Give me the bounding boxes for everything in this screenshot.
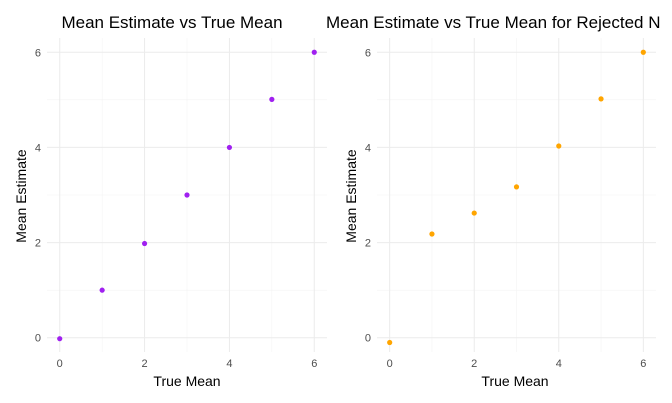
left-chart-x-axis-title: True Mean <box>153 373 220 389</box>
right-chart-data-point <box>471 210 477 216</box>
right-chart-y-tick-label: 0 <box>365 333 371 345</box>
right-chart-data-point <box>387 339 393 346</box>
right-chart-x-tick-label: 0 <box>387 358 393 370</box>
right-chart-y-tick-label: 4 <box>365 142 371 154</box>
left-chart-x-tick-label: 2 <box>142 358 148 370</box>
right-chart-x-tick-label: 4 <box>556 358 562 370</box>
left-chart-y-tick-label: 2 <box>35 238 41 250</box>
right-chart-x-tick-label: 6 <box>640 358 646 370</box>
right-chart-data-point <box>429 231 435 237</box>
left-chart-data-point <box>57 336 63 342</box>
left-chart-data-point <box>184 192 190 198</box>
left-chart-y-tick-label: 4 <box>35 142 41 154</box>
left-chart-x-tick-label: 4 <box>226 358 232 370</box>
left-chart-data-point <box>99 287 105 293</box>
left-chart-x-tick-label: 0 <box>57 358 63 370</box>
left-chart-panel: Mean Estimate vs True Mean True Mean Mea… <box>13 13 327 389</box>
left-chart-data-point <box>269 96 275 102</box>
right-chart-x-axis-title: True Mean <box>481 373 548 389</box>
left-chart-y-axis-title: Mean Estimate <box>13 149 29 243</box>
right-chart-points <box>387 49 646 346</box>
right-chart-data-point <box>556 143 562 149</box>
left-chart-data-point <box>226 144 233 151</box>
left-chart-ticks: 0 2 4 6 0 2 4 6 <box>35 47 317 370</box>
right-chart-y-axis-title: Mean Estimate <box>343 149 359 243</box>
left-chart-data-point <box>141 240 148 247</box>
left-chart-grid <box>47 38 327 352</box>
right-chart-data-point <box>598 96 604 102</box>
right-chart-x-tick-label: 2 <box>471 358 477 370</box>
right-chart-ticks: 0 2 4 6 0 2 4 6 <box>365 47 647 370</box>
right-chart-y-tick-label: 2 <box>365 238 371 250</box>
left-chart-data-point <box>311 49 317 55</box>
right-chart-grid <box>377 38 656 352</box>
right-chart-panel: Mean Estimate vs True Mean for Rejected … <box>326 13 660 389</box>
right-chart-title: Mean Estimate vs True Mean for Rejected … <box>326 13 660 32</box>
left-chart-points <box>57 49 317 342</box>
left-chart-x-tick-label: 6 <box>311 358 317 370</box>
left-chart-y-tick-label: 6 <box>35 47 41 59</box>
left-chart-y-tick-label: 0 <box>35 333 41 345</box>
left-chart-title: Mean Estimate vs True Mean <box>61 13 282 32</box>
right-chart-y-tick-label: 6 <box>365 47 371 59</box>
right-chart-data-point <box>513 184 520 190</box>
right-chart-data-point <box>640 49 646 55</box>
